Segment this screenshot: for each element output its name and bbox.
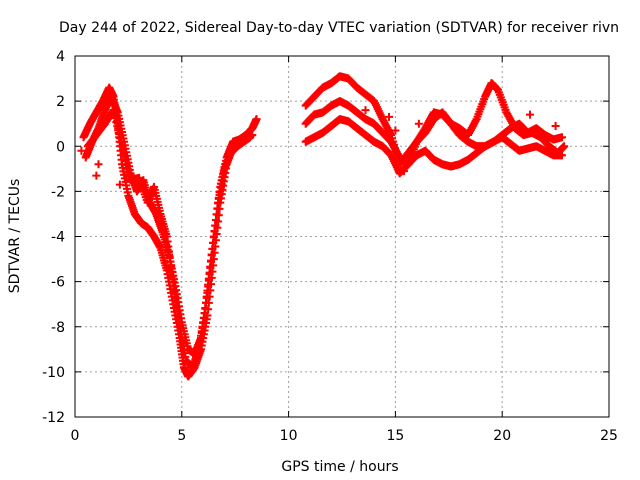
data-point [558,151,567,160]
x-tick-label: 10 [280,428,298,444]
series-1 [79,83,261,381]
data-point [252,115,261,124]
y-axis-label: SDTVAR / TECUs [7,179,23,294]
data-point [551,121,560,130]
series-6 [301,115,567,178]
y-tick-label: -10 [42,365,65,381]
y-tick-label: 4 [56,49,65,65]
y-tick-label: -8 [51,320,65,336]
x-axis-label: GPS time / hours [281,459,398,475]
y-tick-label: -2 [51,184,65,200]
data-point [94,160,103,169]
x-tick-label: 25 [600,428,618,444]
chart-title: Day 244 of 2022, Sidereal Day-to-day VTE… [59,20,619,36]
data-points [77,72,569,381]
series-7 [77,106,560,189]
x-tick-label: 5 [177,428,186,444]
y-tick-label: -6 [51,275,65,291]
data-point [77,146,86,155]
y-tick-label: 0 [56,139,65,155]
series-2 [81,92,257,358]
data-point [384,112,393,121]
y-tick-label: 2 [56,94,65,110]
y-tick-label: -4 [51,230,65,246]
data-point [391,126,400,135]
series-4 [301,72,569,169]
series-3 [83,106,255,372]
data-point [525,110,534,119]
data-point [361,106,370,115]
x-tick-label: 0 [71,428,80,444]
data-point [414,119,423,128]
data-point [558,133,567,142]
y-tick-label: -12 [42,410,65,426]
x-tick-label: 20 [493,428,511,444]
data-point [92,171,101,180]
data-point [115,180,124,189]
data-point [399,167,408,176]
data-point [246,133,255,142]
x-tick-label: 15 [386,428,404,444]
data-point [560,142,569,151]
